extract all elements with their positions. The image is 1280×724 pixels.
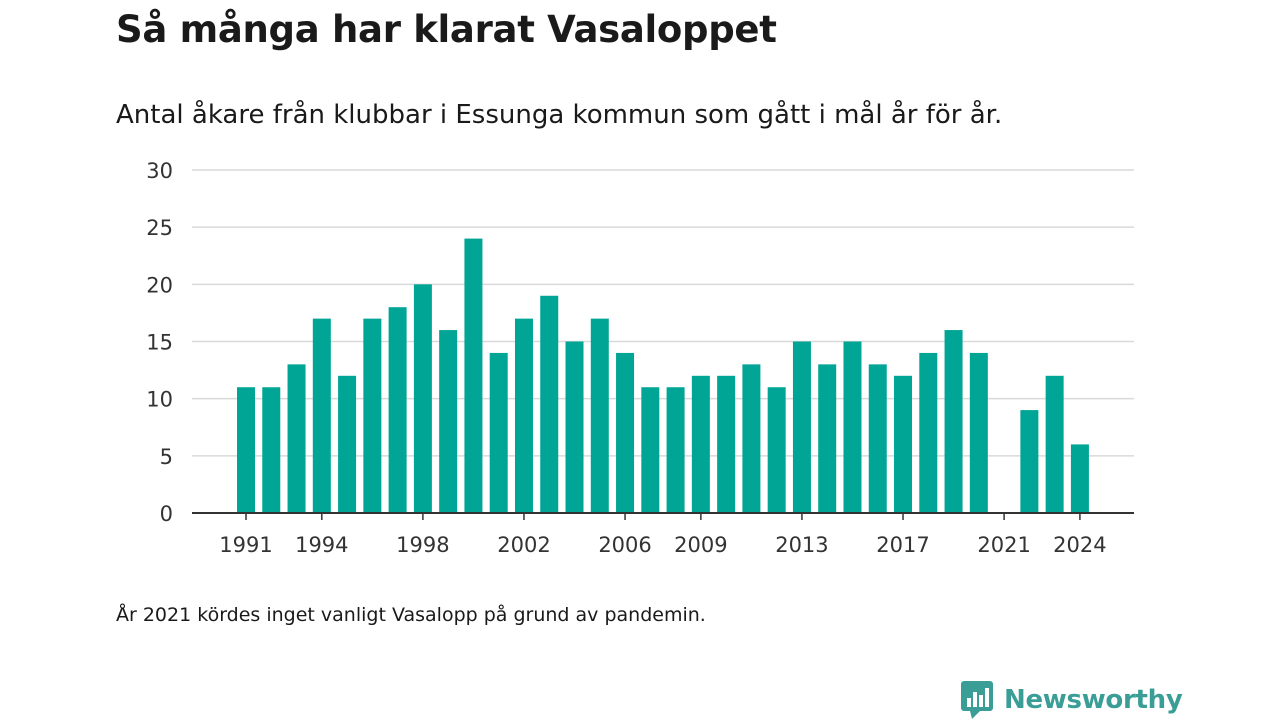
x-tick-label: 2006 bbox=[598, 533, 651, 557]
bar-1991 bbox=[237, 387, 255, 513]
y-tick-label: 15 bbox=[146, 331, 173, 355]
x-tick-label: 2021 bbox=[977, 533, 1030, 557]
bar-1993 bbox=[287, 364, 306, 513]
bar-2008 bbox=[666, 387, 685, 513]
bar-2006 bbox=[616, 352, 635, 513]
newsworthy-logo-icon bbox=[961, 681, 993, 719]
bar-2016 bbox=[868, 364, 887, 513]
bar-2005 bbox=[590, 318, 609, 513]
footnote: År 2021 kördes inget vanligt Vasalopp på… bbox=[116, 604, 706, 626]
bar-1996 bbox=[363, 318, 382, 513]
bar-2009 bbox=[691, 375, 710, 513]
x-tick-label: 1991 bbox=[219, 533, 272, 557]
bar-1992 bbox=[262, 387, 281, 513]
bar-2007 bbox=[641, 387, 660, 513]
bar-2013 bbox=[792, 341, 811, 513]
bar-2017 bbox=[894, 375, 913, 513]
y-tick-label: 25 bbox=[146, 216, 173, 240]
bar-2011 bbox=[742, 364, 761, 513]
x-axis: 1991 1994 1998 2002 2006 2009 2013 2017 2021 2024 bbox=[192, 512, 1134, 557]
bar-2004 bbox=[565, 341, 584, 513]
bar-1997 bbox=[388, 307, 407, 513]
gridlines bbox=[192, 169, 1134, 457]
x-tick-label: 2024 bbox=[1053, 533, 1106, 557]
bar-2023 bbox=[1045, 375, 1064, 513]
bar-2015 bbox=[843, 341, 862, 513]
bar-2012 bbox=[767, 387, 786, 513]
chart-title: Så många har klarat Vasaloppet bbox=[116, 8, 777, 51]
y-axis-tick-labels: 0 5 10 15 20 25 30 bbox=[146, 159, 173, 526]
x-tick-label: 2017 bbox=[876, 533, 929, 557]
bar-1995 bbox=[338, 375, 357, 513]
bar-2022 bbox=[1020, 410, 1039, 513]
bar-2000 bbox=[464, 238, 483, 513]
bar-1999 bbox=[439, 330, 458, 513]
bar-1994 bbox=[312, 318, 331, 513]
bar-2002 bbox=[514, 318, 533, 513]
y-tick-label: 0 bbox=[160, 502, 173, 526]
brand-logo: Newsworthy bbox=[960, 680, 1183, 720]
bar-2020 bbox=[969, 352, 988, 513]
x-tick-label: 1994 bbox=[295, 533, 348, 557]
bar-2003 bbox=[540, 295, 559, 513]
y-tick-label: 10 bbox=[146, 388, 173, 412]
bar-2001 bbox=[489, 352, 508, 513]
x-tick-label: 1998 bbox=[396, 533, 449, 557]
bar-1998 bbox=[413, 284, 432, 513]
chart-subtitle: Antal åkare från klubbar i Essunga kommu… bbox=[116, 100, 1003, 130]
y-tick-label: 20 bbox=[146, 273, 173, 297]
x-tick-label: 2002 bbox=[497, 533, 550, 557]
bar-2019 bbox=[944, 330, 963, 513]
bar-2024 bbox=[1070, 444, 1089, 513]
bar-2018 bbox=[919, 352, 938, 513]
brand-name: Newsworthy bbox=[1004, 685, 1183, 715]
y-tick-label: 5 bbox=[160, 445, 173, 469]
x-tick-label: 2013 bbox=[775, 533, 828, 557]
bar-2014 bbox=[818, 364, 837, 513]
bar-2010 bbox=[717, 375, 736, 513]
x-tick-label: 2009 bbox=[674, 533, 727, 557]
y-tick-label: 30 bbox=[146, 159, 173, 183]
bars bbox=[237, 238, 1089, 513]
